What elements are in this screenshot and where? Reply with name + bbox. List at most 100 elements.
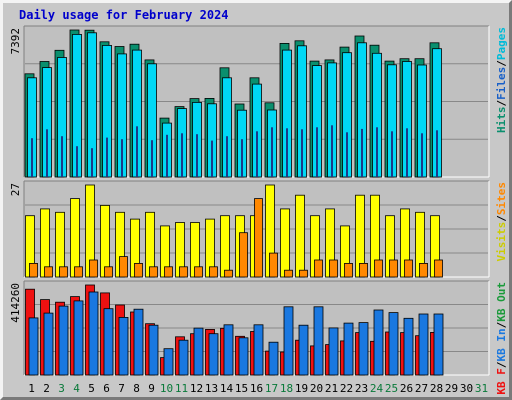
bar-kbin-day-16 xyxy=(253,324,264,376)
bar-pages-day-21 xyxy=(331,125,333,177)
x-tick-label-7: 7 xyxy=(118,382,125,395)
y-max-label: 7392 xyxy=(9,28,22,55)
bar-pages-day-2 xyxy=(46,129,48,177)
bar-sites-day-24 xyxy=(374,259,383,278)
chart-title: Daily usage for February 2024 xyxy=(19,8,229,22)
bar-kbin-day-12 xyxy=(193,327,204,376)
bar-pages-day-5 xyxy=(91,148,93,177)
legend-entry: / xyxy=(495,321,508,328)
panel-hits-files-pages: 7392 Hits/Files/Pages xyxy=(9,25,508,178)
legend-entry: / xyxy=(495,215,508,222)
x-tick-label-21: 21 xyxy=(325,382,338,395)
bar-kbin-day-22 xyxy=(343,322,354,376)
bar-kbin-day-24 xyxy=(373,309,384,376)
x-tick-label-15: 15 xyxy=(235,382,248,395)
bar-sites-day-27 xyxy=(419,262,428,278)
bar-kbin-day-11 xyxy=(178,339,189,376)
bar-kbin-day-13 xyxy=(208,333,219,376)
bar-pages-day-1 xyxy=(31,138,33,177)
bar-sites-day-14 xyxy=(224,269,233,278)
bar-kbin-day-8 xyxy=(133,308,144,376)
bar-kbin-day-9 xyxy=(148,324,159,376)
bar-pages-day-16 xyxy=(256,131,258,177)
legend-entry: KB Out xyxy=(495,282,508,322)
series-visits xyxy=(25,184,440,278)
x-tick-label-28: 28 xyxy=(430,382,443,395)
bar-pages-day-8 xyxy=(136,126,138,177)
legend-entry: / xyxy=(495,361,508,368)
x-tick-label-29: 29 xyxy=(445,382,458,395)
bar-sites-day-3 xyxy=(59,266,68,278)
bar-kbin-day-7 xyxy=(118,316,129,376)
x-tick-label-12: 12 xyxy=(190,382,203,395)
bar-pages-day-13 xyxy=(211,140,213,177)
bar-sites-day-9 xyxy=(149,266,158,278)
x-tick-label-9: 9 xyxy=(148,382,155,395)
bar-kbin-day-14 xyxy=(223,324,234,376)
legend-entry: Pages xyxy=(495,27,508,60)
bar-kbin-day-18 xyxy=(283,306,294,376)
bar-pages-day-24 xyxy=(376,127,378,177)
legend-entry: Sites xyxy=(495,182,508,215)
bar-pages-day-3 xyxy=(61,136,63,177)
bar-kbin-day-19 xyxy=(298,324,309,376)
legend-entry: KB F xyxy=(495,368,508,395)
x-tick-label-13: 13 xyxy=(205,382,218,395)
x-tick-label-20: 20 xyxy=(310,382,323,395)
bar-pages-day-4 xyxy=(76,146,78,177)
bar-kbin-day-25 xyxy=(388,312,399,376)
x-tick-label-23: 23 xyxy=(355,382,368,395)
bar-sites-day-12 xyxy=(194,266,203,278)
bar-sites-day-28 xyxy=(434,259,443,278)
bar-sites-day-16 xyxy=(254,198,263,278)
bar-pages-day-26 xyxy=(406,128,408,177)
bar-kbin-day-26 xyxy=(403,317,414,376)
bar-sites-day-25 xyxy=(389,259,398,278)
x-tick-label-30: 30 xyxy=(460,382,473,395)
bar-pages-day-18 xyxy=(286,128,288,177)
x-tick-label-6: 6 xyxy=(103,382,110,395)
x-tick-label-31: 31 xyxy=(475,382,488,395)
bar-kbin-day-5 xyxy=(88,291,99,376)
bar-sites-day-8 xyxy=(134,262,143,278)
bar-kbin-day-17 xyxy=(268,341,279,376)
bar-pages-day-14 xyxy=(226,136,228,177)
x-tick-label-16: 16 xyxy=(250,382,263,395)
bar-sites-day-18 xyxy=(284,269,293,278)
y-max-label: 414260 xyxy=(9,283,22,323)
x-tick-label-18: 18 xyxy=(280,382,293,395)
bar-visits-day-14 xyxy=(220,215,230,278)
bar-kbin-day-23 xyxy=(358,322,369,376)
legend-entry: KB In xyxy=(495,328,508,361)
bar-pages-day-6 xyxy=(106,137,108,177)
x-tick-label-25: 25 xyxy=(385,382,398,395)
x-axis-labels: 1 2 3 4 5 6 7 8 9 10 11 12 13 14 15 16 17 18 19 20 21 22 23 24 2… xyxy=(28,382,488,395)
x-tick-label-14: 14 xyxy=(220,382,234,395)
bar-pages-day-15 xyxy=(241,139,243,177)
bar-sites-day-6 xyxy=(104,266,113,278)
x-tick-label-3: 3 xyxy=(58,382,65,395)
x-tick-label-5: 5 xyxy=(88,382,95,395)
bar-pages-day-23 xyxy=(361,128,363,177)
bar-pages-day-7 xyxy=(121,139,123,177)
series-pages xyxy=(31,125,438,178)
panel-visits-sites: 27 Visits/Sites xyxy=(9,180,508,278)
x-tick-label-26: 26 xyxy=(400,382,413,395)
bar-kbin-day-4 xyxy=(73,300,84,376)
bar-pages-day-25 xyxy=(391,131,393,177)
bar-sites-day-5 xyxy=(89,259,98,278)
bar-visits-day-6 xyxy=(100,204,110,278)
legend-entry: / xyxy=(495,100,508,107)
side-legend: Hits/Files/Pages xyxy=(495,27,508,133)
x-tick-label-19: 19 xyxy=(295,382,308,395)
bar-visits-day-18 xyxy=(280,208,290,278)
side-legend: KB F/KB In/KB Out xyxy=(495,282,508,395)
bar-pages-day-10 xyxy=(166,134,168,177)
bar-kbin-day-28 xyxy=(433,313,444,376)
legend-entry: / xyxy=(495,60,508,67)
bar-sites-day-21 xyxy=(329,259,338,278)
bar-pages-day-9 xyxy=(151,140,153,177)
